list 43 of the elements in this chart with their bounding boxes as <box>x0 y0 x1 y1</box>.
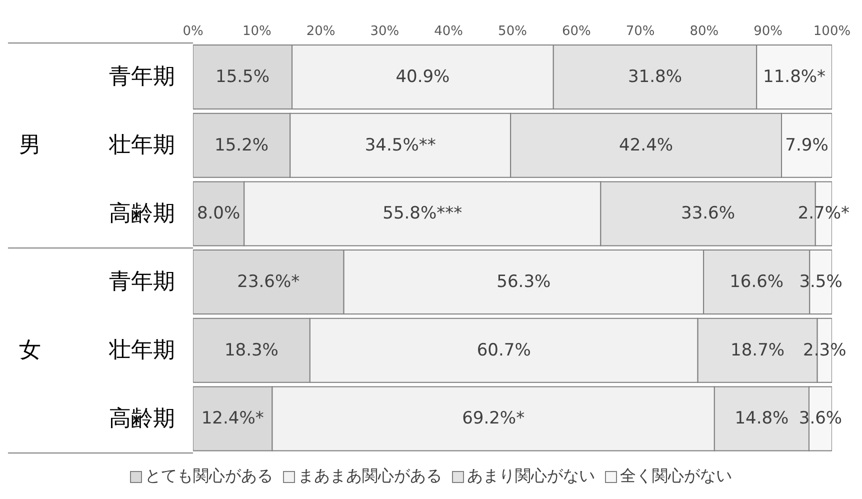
y-tick-label: 壮年期 <box>108 338 175 363</box>
text: 女 <box>19 338 41 363</box>
y-tick-label: 壮年期 <box>108 133 175 158</box>
x-tick-label: 70% <box>626 24 655 39</box>
text: 男 <box>19 133 41 158</box>
data-label: 14.8% <box>734 408 789 429</box>
x-tick-label: 30% <box>370 24 400 39</box>
data-label: 42.4% <box>619 135 674 156</box>
x-tick-label: 60% <box>562 24 591 39</box>
data-label: 55.8%*** <box>382 204 462 224</box>
data-label: 16.6% <box>730 272 784 292</box>
data-label: 15.5% <box>216 67 270 88</box>
legend-label: あまり関心がない <box>466 466 595 487</box>
legend-label: とても関心がある <box>144 466 273 487</box>
data-label: 60.7% <box>476 340 531 360</box>
data-label: 23.6%* <box>237 272 300 292</box>
x-tick-label: 50% <box>498 24 527 39</box>
x-tick-label: 40% <box>434 24 464 39</box>
data-label: 69.2%* <box>462 408 525 429</box>
x-tick-label: 0% <box>182 24 204 39</box>
legend-label: まあまあ関心がある <box>297 466 442 487</box>
data-label: 34.5%** <box>364 135 436 156</box>
data-label: 12.4%* <box>201 408 264 429</box>
x-tick-label: 10% <box>242 24 272 39</box>
data-label: 18.7% <box>730 340 785 360</box>
data-label: 40.9% <box>396 67 450 88</box>
data-label: 18.3% <box>224 340 278 360</box>
data-label: 8.0% <box>196 204 240 224</box>
y-tick-label: 高齢期 <box>109 201 175 226</box>
x-tick-label: 80% <box>690 24 719 39</box>
x-tick-label: 20% <box>306 24 336 39</box>
data-label: 15.2% <box>214 135 269 156</box>
data-label: 33.6% <box>681 204 736 224</box>
legend-label: 全く関心がない <box>619 466 732 487</box>
x-tick-label: 100% <box>813 24 851 39</box>
y-tick-label: 青年期 <box>109 64 175 90</box>
data-label: 7.9% <box>785 135 828 156</box>
data-label: 31.8% <box>628 67 682 88</box>
y-tick-label: 青年期 <box>109 270 175 295</box>
x-tick-label: 90% <box>754 24 783 39</box>
y-tick-label: 高齢期 <box>109 406 175 432</box>
data-label: 56.3% <box>496 272 551 292</box>
data-label: 11.8%* <box>763 67 826 88</box>
